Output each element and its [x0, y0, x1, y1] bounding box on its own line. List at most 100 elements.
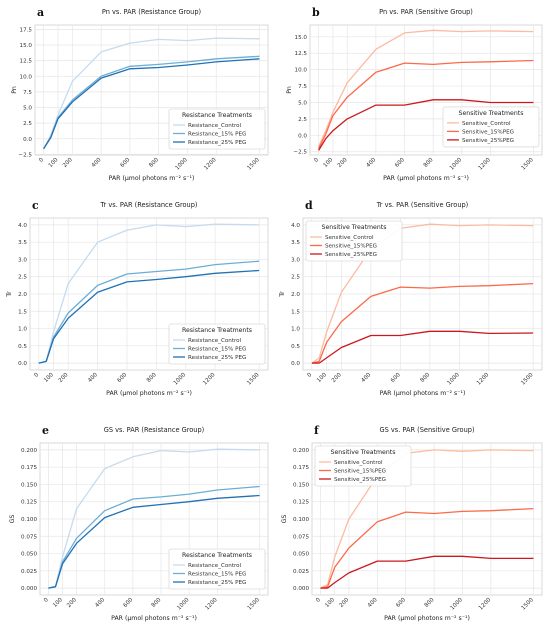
- legend-entry: Resistance_Control: [188, 563, 242, 569]
- panel-e: 0.000 0.025 0.050 0.075 0.100 0.125 0.150 0.175…: [9, 424, 269, 622]
- panel-title: Tr vs. PAR (Sensitive Group): [376, 201, 469, 209]
- y-tick-label: 12.5: [20, 59, 33, 65]
- legend-entry: Resistance_25% PEG: [188, 355, 246, 361]
- y-tick-label: 0.050: [293, 552, 309, 558]
- legend-entry: Sensitive_25%PEG: [334, 477, 386, 483]
- y-tick-label: 0.0: [18, 361, 27, 367]
- legend-title: Sensitive Treatments: [331, 449, 396, 456]
- y-tick-label: 3.0: [18, 257, 27, 263]
- panel-letter: b: [312, 6, 320, 19]
- y-tick-label: 0.0: [291, 361, 300, 367]
- legend-entry: Sensitive_Control: [334, 460, 383, 466]
- y-tick-label: 0.100: [21, 517, 37, 523]
- y-tick-label: 0.025: [293, 569, 309, 575]
- y-tick-label: 1.5: [18, 309, 27, 315]
- x-tick-label: 0: [38, 157, 45, 164]
- y-tick-label: 17.5: [20, 27, 33, 33]
- panel-title: Tr vs. PAR (Resistance Group): [100, 201, 198, 209]
- y-axis-label: Pn: [11, 86, 18, 94]
- y-tick-label: 3.5: [18, 240, 27, 246]
- y-tick-label: 2.0: [291, 292, 300, 298]
- y-tick-label: 10.0: [20, 74, 33, 80]
- y-tick-label: 4.0: [291, 223, 300, 229]
- panel-letter: a: [37, 6, 44, 19]
- panel-letter: f: [314, 424, 320, 437]
- legend-title: Sensitive Treatments: [322, 224, 387, 231]
- series-line-3: [48, 494, 260, 589]
- legend-entry: Sensitive_15%PEG: [334, 469, 386, 475]
- y-tick-label: −2.5: [293, 150, 307, 156]
- y-tick-label: 15.0: [295, 35, 308, 41]
- x-tick-label: 0: [33, 372, 40, 379]
- series-line-2: [320, 507, 534, 589]
- y-tick-label: 0.125: [293, 500, 309, 506]
- legend: Sensitive Treatments Sensitive_Control Sen…: [442, 106, 540, 148]
- y-tick-label: 7.5: [23, 90, 32, 96]
- series-line-1: [318, 29, 534, 147]
- legend-box: [168, 323, 266, 365]
- x-axis-label: PAR (μmol photons m⁻² s⁻¹): [106, 390, 192, 397]
- y-tick-label: 2.5: [18, 275, 27, 281]
- legend-title: Resistance Treatments: [182, 327, 252, 334]
- y-tick-label: 0.000: [21, 586, 37, 592]
- panel-title: Pn vs. PAR (Sensitive Group): [379, 8, 473, 16]
- panel-title: GS vs. PAR (Resistance Group): [104, 426, 205, 434]
- legend-entry: Resistance_Control: [188, 338, 242, 344]
- legend-title: Resistance Treatments: [182, 552, 252, 559]
- y-tick-label: 0.0: [23, 137, 32, 143]
- x-axis-label: PAR (μmol photons m⁻² s⁻¹): [109, 175, 195, 182]
- y-tick-label: 0.025: [21, 569, 37, 575]
- y-tick-label: 0.125: [21, 500, 37, 506]
- panel-letter: d: [305, 199, 313, 212]
- y-tick-label: 1.0: [291, 327, 300, 333]
- legend-entry: Resistance_Control: [188, 123, 242, 129]
- legend-entry: Sensitive_Control: [462, 121, 511, 127]
- panel-title: Pn vs. PAR (Resistance Group): [102, 8, 201, 16]
- y-tick-label: 0.000: [293, 586, 309, 592]
- y-tick-label: 0.050: [21, 552, 37, 558]
- legend-entry: Sensitive_15%PEG: [462, 129, 514, 135]
- y-tick-label: 2.5: [298, 117, 307, 123]
- legend-entry: Resistance_25% PEG: [188, 140, 246, 146]
- y-tick-label: 10.0: [295, 68, 308, 74]
- y-tick-label: 0.150: [21, 482, 37, 488]
- legend-box: [442, 106, 540, 148]
- panel-letter: c: [32, 199, 39, 212]
- y-tick-label: 12.5: [295, 51, 308, 57]
- panel-f: 0.000 0.025 0.050 0.075 0.100 0.125 0.150 0.175…: [281, 424, 543, 622]
- y-tick-label: 15.0: [20, 43, 33, 49]
- y-tick-label: 5.0: [23, 106, 32, 112]
- y-tick-label: 0.150: [293, 482, 309, 488]
- y-tick-label: 0.100: [293, 517, 309, 523]
- series-line-2: [311, 282, 534, 364]
- x-tick-label: 0: [315, 597, 322, 604]
- legend: Resistance Treatments Resistance_Control R…: [168, 548, 266, 590]
- panel-letter: e: [42, 424, 49, 437]
- series-line-3: [318, 99, 534, 151]
- legend-entry: Resistance_15% PEG: [188, 347, 246, 353]
- y-tick-label: 3.5: [291, 240, 300, 246]
- y-tick-label: 1.0: [18, 327, 27, 333]
- series-line-2: [318, 59, 534, 149]
- y-axis-label: GS: [281, 515, 288, 524]
- panel-c: 0.00.51.01.52.02.53.03.54.00 100 200 400 600…: [6, 199, 269, 397]
- y-axis-label: GS: [9, 515, 16, 524]
- legend-entry: Sensitive_Control: [325, 235, 374, 241]
- legend: Resistance Treatments Resistance_Control R…: [168, 323, 266, 365]
- series-line-3: [311, 330, 534, 364]
- x-axis-label: PAR (μmol photons m⁻² s⁻¹): [111, 615, 197, 622]
- y-axis-label: Tr: [6, 291, 13, 298]
- y-tick-label: 0.075: [293, 534, 309, 540]
- x-axis-label: PAR (μmol photons m⁻² s⁻¹): [383, 175, 469, 182]
- y-tick-label: 2.0: [18, 292, 27, 298]
- panel-title: GS vs. PAR (Sensitive Group): [379, 426, 474, 434]
- legend-entry: Sensitive_25%PEG: [325, 252, 377, 258]
- y-tick-label: 7.5: [298, 84, 307, 90]
- x-axis-label: PAR (μmol photons m⁻² s⁻¹): [380, 390, 466, 397]
- y-tick-label: 0.0: [298, 133, 307, 139]
- y-tick-label: 0.075: [21, 534, 37, 540]
- y-tick-label: 1.5: [291, 309, 300, 315]
- y-tick-label: 0.175: [293, 465, 309, 471]
- legend-entry: Sensitive_15%PEG: [325, 244, 377, 250]
